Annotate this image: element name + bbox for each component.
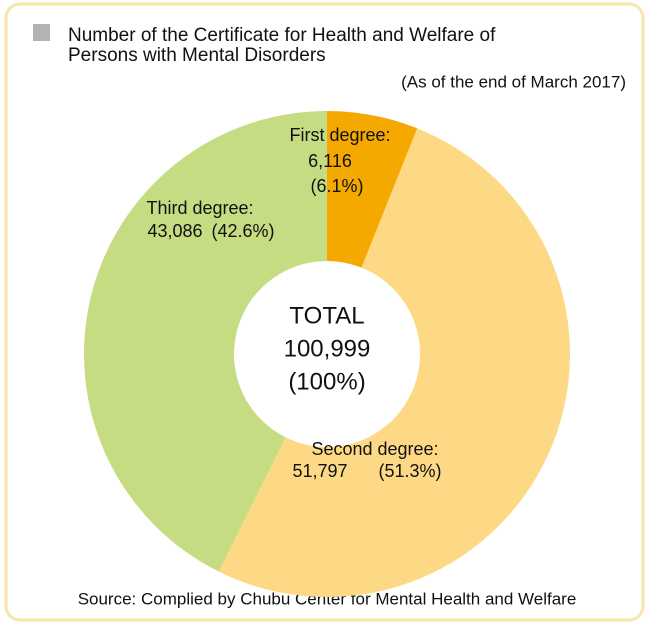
percent-label: (42.6%) xyxy=(211,221,274,241)
slice-label: Third degree: xyxy=(146,198,253,218)
percent-label: (6.1%) xyxy=(310,176,363,196)
center-label: TOTAL xyxy=(289,302,364,329)
value-label: 6,116 xyxy=(308,151,352,171)
chart-title: Number of the Certificate for Health and… xyxy=(68,25,496,46)
slice xyxy=(327,111,418,268)
chart-subtitle: (As of the end of March 2017) xyxy=(401,72,626,91)
value-label: 43,086 xyxy=(147,221,202,241)
title-marker xyxy=(33,24,50,41)
slice xyxy=(218,128,571,597)
source: Source: Complied by Chubu Center for Men… xyxy=(78,589,577,608)
slice-label: Second degree: xyxy=(311,439,438,459)
center-label: 100,999 xyxy=(284,335,371,362)
percent-label: (51.3%) xyxy=(378,461,441,481)
slice xyxy=(84,111,328,572)
chart-title: Persons with Mental Disorders xyxy=(68,45,326,66)
slice-label: First degree: xyxy=(289,125,390,145)
center-label: (100%) xyxy=(288,368,365,395)
value-label: 51,797 xyxy=(292,461,347,481)
